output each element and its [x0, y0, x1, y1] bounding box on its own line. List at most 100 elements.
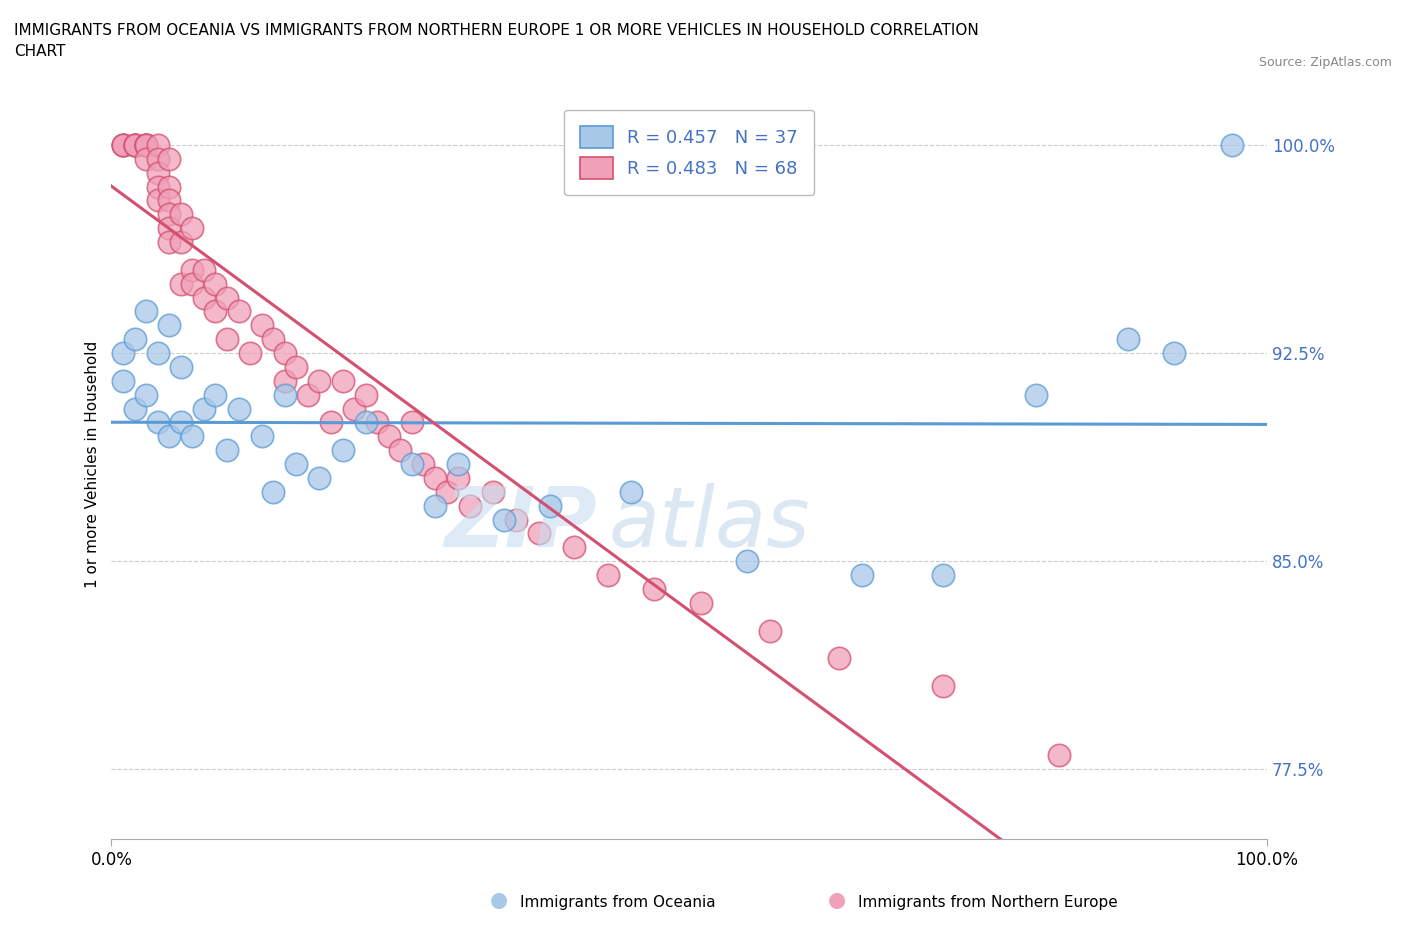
Text: IMMIGRANTS FROM OCEANIA VS IMMIGRANTS FROM NORTHERN EUROPE 1 OR MORE VEHICLES IN: IMMIGRANTS FROM OCEANIA VS IMMIGRANTS FR… — [14, 23, 979, 60]
Point — [366, 415, 388, 430]
Point — [932, 679, 955, 694]
Text: Source: ZipAtlas.com: Source: ZipAtlas.com — [1258, 56, 1392, 69]
Point — [412, 457, 434, 472]
Point — [181, 429, 204, 444]
Text: ZIP: ZIP — [444, 484, 596, 565]
Point — [135, 138, 157, 153]
Point — [436, 485, 458, 499]
Point — [1163, 346, 1185, 361]
Point — [124, 138, 146, 153]
Point — [124, 138, 146, 153]
Point — [932, 567, 955, 582]
Point — [157, 206, 180, 221]
Point — [598, 567, 620, 582]
Point — [157, 234, 180, 249]
Point — [643, 581, 665, 596]
Point — [204, 387, 226, 402]
Point — [157, 193, 180, 207]
Point — [111, 346, 134, 361]
Point — [308, 373, 330, 388]
Point — [157, 152, 180, 166]
Point — [332, 373, 354, 388]
Point — [146, 152, 169, 166]
Point — [124, 332, 146, 347]
Point — [135, 138, 157, 153]
Text: Immigrants from Oceania: Immigrants from Oceania — [520, 895, 716, 910]
Text: atlas: atlas — [609, 484, 810, 565]
Point — [354, 415, 377, 430]
Point — [562, 539, 585, 554]
Point — [111, 138, 134, 153]
Point — [124, 138, 146, 153]
Point — [250, 429, 273, 444]
Point — [423, 471, 446, 485]
Point — [181, 276, 204, 291]
Point — [157, 318, 180, 333]
Point — [262, 332, 284, 347]
Point — [447, 457, 470, 472]
Point — [759, 623, 782, 638]
Point — [401, 457, 423, 472]
Point — [447, 471, 470, 485]
Point — [332, 443, 354, 458]
Point — [146, 166, 169, 180]
Point — [297, 387, 319, 402]
Point — [170, 206, 193, 221]
Point — [135, 387, 157, 402]
Point — [274, 373, 297, 388]
Point — [146, 179, 169, 194]
Point — [505, 512, 527, 527]
Point — [146, 415, 169, 430]
Legend: R = 0.457   N = 37, R = 0.483   N = 68: R = 0.457 N = 37, R = 0.483 N = 68 — [564, 110, 814, 195]
Point — [135, 138, 157, 153]
Point — [215, 443, 238, 458]
Point — [111, 138, 134, 153]
Point — [527, 526, 550, 541]
Point — [124, 401, 146, 416]
Point — [135, 138, 157, 153]
Point — [285, 360, 308, 375]
Point — [458, 498, 481, 513]
Point — [111, 138, 134, 153]
Point — [308, 471, 330, 485]
Point — [170, 276, 193, 291]
Point — [204, 276, 226, 291]
Point — [481, 485, 503, 499]
Point — [124, 138, 146, 153]
Point — [851, 567, 873, 582]
Point — [1047, 748, 1070, 763]
Point — [146, 193, 169, 207]
Point — [689, 595, 711, 610]
Point — [828, 651, 851, 666]
Text: ●: ● — [828, 889, 845, 910]
Point — [540, 498, 562, 513]
Point — [181, 262, 204, 277]
Text: ●: ● — [491, 889, 508, 910]
Point — [1220, 138, 1243, 153]
Point — [250, 318, 273, 333]
Point — [170, 360, 193, 375]
Point — [215, 332, 238, 347]
Point — [215, 290, 238, 305]
Point — [735, 553, 758, 568]
Point — [157, 220, 180, 235]
Point — [157, 179, 180, 194]
Point — [111, 373, 134, 388]
Point — [204, 304, 226, 319]
Point — [1025, 387, 1047, 402]
Point — [262, 485, 284, 499]
Y-axis label: 1 or more Vehicles in Household: 1 or more Vehicles in Household — [86, 340, 100, 588]
Point — [343, 401, 366, 416]
Text: Immigrants from Northern Europe: Immigrants from Northern Europe — [858, 895, 1118, 910]
Point — [193, 262, 215, 277]
Point — [228, 401, 250, 416]
Point — [135, 152, 157, 166]
Point — [170, 234, 193, 249]
Point — [274, 387, 297, 402]
Point — [274, 346, 297, 361]
Point — [494, 512, 516, 527]
Point — [377, 429, 399, 444]
Point — [135, 304, 157, 319]
Point — [193, 401, 215, 416]
Point — [146, 346, 169, 361]
